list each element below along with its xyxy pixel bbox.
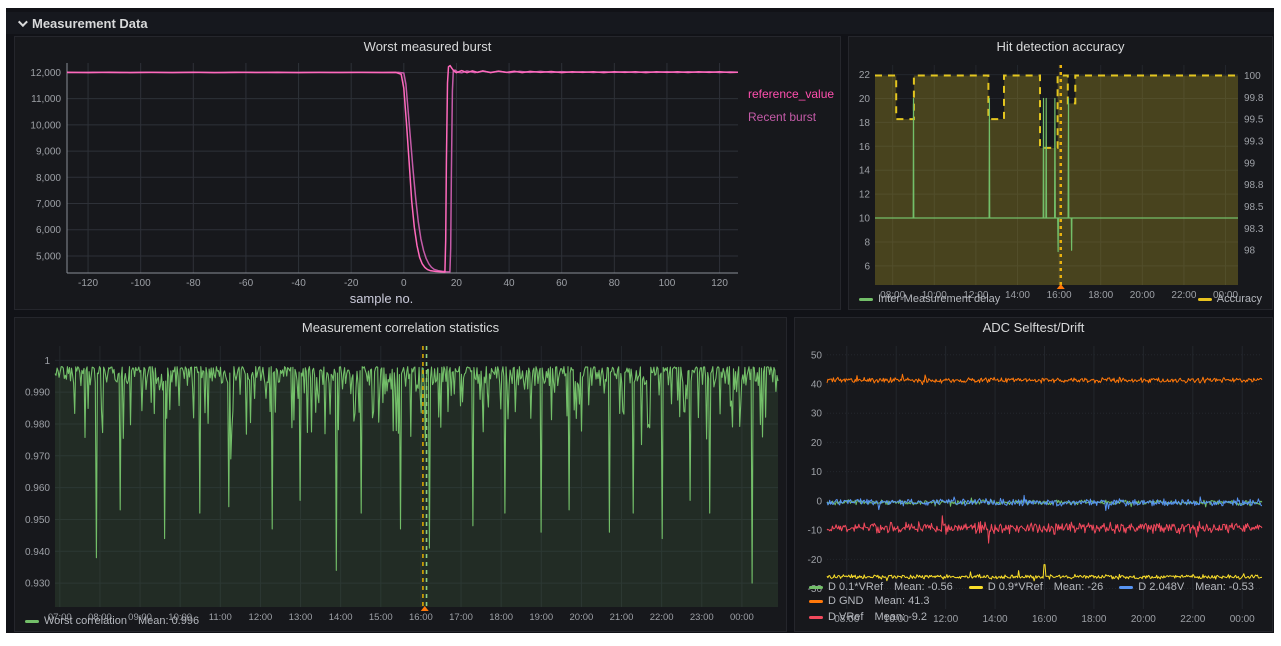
- svg-text:6: 6: [864, 261, 870, 272]
- svg-text:8,000: 8,000: [36, 173, 61, 184]
- burst-x-axis-label: sample no.: [15, 291, 748, 309]
- burst-legend: reference_value Recent burst: [748, 57, 840, 309]
- svg-text:98.3: 98.3: [1244, 224, 1264, 235]
- svg-text:80: 80: [609, 278, 621, 289]
- svg-text:0.940: 0.940: [25, 547, 50, 558]
- svg-text:-100: -100: [131, 278, 151, 289]
- svg-text:100: 100: [1244, 71, 1261, 82]
- hit-detection-legend: Inter-Measurement delay Accuracy: [849, 291, 1272, 309]
- panel-title-hit-detection-accuracy[interactable]: Hit detection accuracy: [849, 37, 1272, 57]
- chevron-down-icon: [18, 17, 28, 27]
- svg-text:-60: -60: [239, 278, 254, 289]
- correlation-legend: Worst correlationMean: 0.996: [15, 613, 786, 631]
- legend-item-Recent burst[interactable]: Recent burst: [748, 110, 840, 124]
- svg-text:60: 60: [556, 278, 568, 289]
- page: { "theme":{"page_bg":"#ffffff","dashboar…: [0, 0, 1281, 646]
- panel-measurement-correlation: Measurement correlation statistics 1 0.99…: [14, 317, 787, 632]
- svg-text:98.8: 98.8: [1244, 180, 1264, 191]
- svg-text:10: 10: [811, 467, 823, 478]
- svg-text:99.8: 99.8: [1244, 93, 1264, 104]
- legend-item-worst-correlation[interactable]: Worst correlationMean: 0.996: [25, 615, 199, 627]
- panel-title-measurement-correlation[interactable]: Measurement correlation statistics: [15, 318, 786, 338]
- svg-text:0: 0: [816, 496, 822, 507]
- svg-text:-80: -80: [186, 278, 201, 289]
- svg-text:99.5: 99.5: [1244, 115, 1264, 126]
- svg-text:30: 30: [811, 409, 823, 420]
- svg-text:50: 50: [811, 350, 823, 361]
- svg-text:10: 10: [859, 214, 871, 225]
- legend-item-reference_value[interactable]: reference_value: [748, 87, 840, 101]
- svg-text:7,000: 7,000: [36, 199, 61, 210]
- svg-text:-10: -10: [808, 526, 823, 537]
- svg-text:120: 120: [711, 278, 728, 289]
- svg-text:-20: -20: [344, 278, 359, 289]
- svg-text:40: 40: [811, 379, 823, 390]
- svg-text:8: 8: [864, 237, 870, 248]
- svg-text:98.5: 98.5: [1244, 202, 1264, 213]
- svg-text:40: 40: [504, 278, 516, 289]
- panel-title-adc-selftest-drift[interactable]: ADC Selftest/Drift: [795, 318, 1272, 338]
- svg-text:-40: -40: [291, 278, 306, 289]
- adc-chart[interactable]: -30-20-100102030405008:0010:0012:0014:00…: [795, 338, 1272, 581]
- correlation-chart[interactable]: 10.9900.9800.9700.9600.9500.9400.93007:0…: [15, 338, 786, 613]
- burst-chart[interactable]: 5,000 6,000 7,000 8,000 9,000 10,000 11,000 12,…: [15, 57, 748, 291]
- svg-text:0.990: 0.990: [25, 388, 50, 399]
- legend-item-Inter-Measurement delay[interactable]: Inter-Measurement delay: [859, 293, 1000, 305]
- panel-adc-selftest-drift: ADC Selftest/Drift -30-20-10010203040500…: [794, 317, 1273, 632]
- svg-text:20: 20: [859, 94, 871, 105]
- svg-text:0.980: 0.980: [25, 419, 50, 430]
- svg-text:12: 12: [859, 190, 871, 201]
- row-header-measurement-data[interactable]: Measurement Data: [6, 12, 1274, 34]
- svg-text:0.930: 0.930: [25, 579, 50, 590]
- svg-text:6,000: 6,000: [36, 225, 61, 236]
- svg-text:16: 16: [859, 142, 871, 153]
- legend-item-D VRef[interactable]: D VRefMean: -9.2: [809, 611, 927, 623]
- svg-text:22: 22: [859, 70, 871, 81]
- svg-text:99: 99: [1244, 158, 1256, 169]
- panel-hit-detection-accuracy: Hit detection accuracy 68101214161820220…: [848, 36, 1273, 310]
- legend-item-D 2.048V[interactable]: D 2.048VMean: -0.53: [1119, 581, 1254, 593]
- svg-text:0: 0: [401, 278, 407, 289]
- legend-item-D GND[interactable]: D GNDMean: 41.3: [809, 595, 930, 607]
- svg-text:14: 14: [859, 166, 871, 177]
- row-title: Measurement Data: [32, 16, 148, 31]
- panel-title-worst-measured-burst[interactable]: Worst measured burst: [15, 37, 840, 57]
- svg-text:98: 98: [1244, 246, 1256, 257]
- hit-detection-chart[interactable]: 681012141618202208:0010:0012:0014:0016:0…: [849, 57, 1272, 291]
- svg-text:18: 18: [859, 118, 871, 129]
- svg-text:0.950: 0.950: [25, 515, 50, 526]
- svg-text:-120: -120: [78, 278, 98, 289]
- svg-text:99.3: 99.3: [1244, 136, 1264, 147]
- svg-text:9,000: 9,000: [36, 147, 61, 158]
- svg-text:0.960: 0.960: [25, 483, 50, 494]
- svg-text:12,000: 12,000: [30, 68, 61, 79]
- svg-text:11,000: 11,000: [31, 94, 61, 105]
- svg-text:0.970: 0.970: [25, 451, 50, 462]
- panel-worst-measured-burst: Worst measured burst 5,000 6,000 7,000 8,00…: [14, 36, 841, 310]
- legend-item-D 0.1*VRef[interactable]: D 0.1*VRefMean: -0.56: [809, 581, 953, 593]
- svg-text:100: 100: [659, 278, 676, 289]
- svg-text:10,000: 10,000: [30, 120, 61, 131]
- adc-legend: D 0.1*VRefMean: -0.56 D 0.9*VRefMean: -26…: [795, 581, 1272, 631]
- legend-item-D 0.9*VRef[interactable]: D 0.9*VRefMean: -26: [969, 581, 1104, 593]
- svg-text:20: 20: [451, 278, 463, 289]
- dashboard: Measurement Data Worst measured burst 5,…: [6, 8, 1274, 633]
- svg-text:20: 20: [811, 438, 823, 449]
- legend-item-Accuracy[interactable]: Accuracy: [1198, 293, 1262, 305]
- svg-text:1: 1: [44, 356, 50, 367]
- svg-text:-20: -20: [808, 555, 823, 566]
- svg-text:5,000: 5,000: [36, 251, 61, 262]
